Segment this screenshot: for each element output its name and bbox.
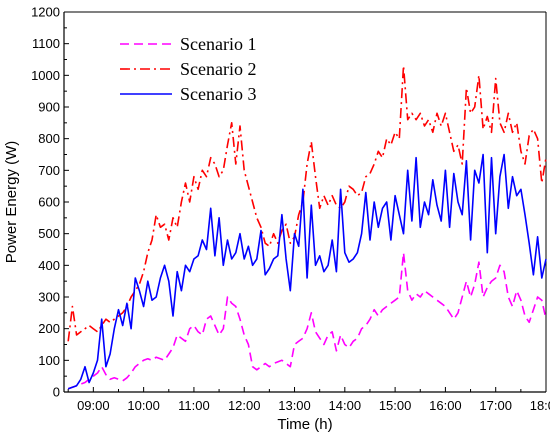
y-tick-label: 300 [38, 290, 60, 305]
y-tick-label: 700 [38, 163, 60, 178]
y-axis-title: Power Energy (W) [3, 141, 20, 264]
y-tick-label: 900 [38, 100, 60, 115]
y-tick-label: 500 [38, 226, 60, 241]
y-tick-label: 100 [38, 353, 60, 368]
y-tick-label: 1000 [31, 68, 60, 83]
x-tick-label: 18:00 [530, 398, 550, 413]
y-tick-label: 800 [38, 131, 60, 146]
legend-label-3: Scenario 3 [180, 84, 256, 104]
plot-frame [63, 11, 547, 393]
legend-label-2: Scenario 2 [180, 59, 256, 79]
x-tick-label: 10:00 [127, 398, 160, 413]
legend-label-1: Scenario 1 [180, 34, 256, 54]
series-line-3 [67, 153, 547, 390]
y-tick-label: 200 [38, 321, 60, 336]
series-line-1 [67, 251, 547, 390]
y-tick-label: 1100 [32, 36, 60, 51]
x-tick-label: 16:00 [429, 398, 462, 413]
x-tick-label: 11:00 [178, 398, 210, 413]
series-lines [67, 65, 547, 390]
x-tick-label: 13:00 [278, 398, 311, 413]
y-axis-ticks: 0 100 200 300 400 500 600 700 800 900 1000 1100 1200 [31, 5, 69, 400]
y-tick-label: 600 [38, 195, 60, 210]
x-tick-label: 12:00 [228, 398, 261, 413]
x-tick-label: 09:00 [77, 398, 110, 413]
series-line-2 [67, 65, 547, 342]
y-tick-label: 400 [38, 258, 60, 273]
x-axis-title: Time (h) [277, 416, 332, 433]
y-tick-label: 1200 [31, 5, 60, 20]
legend: Scenario 1 Scenario 2 Scenario 3 [120, 34, 256, 104]
y-tick-label: 0 [53, 385, 60, 400]
x-tick-label: 14:00 [329, 398, 362, 413]
x-tick-label: 15:00 [379, 398, 412, 413]
x-tick-label: 17:00 [479, 398, 512, 413]
x-axis-ticks: 09:00 10:00 11:00 12:00 13:00 14:00 15:00 16:00… [67, 387, 550, 413]
